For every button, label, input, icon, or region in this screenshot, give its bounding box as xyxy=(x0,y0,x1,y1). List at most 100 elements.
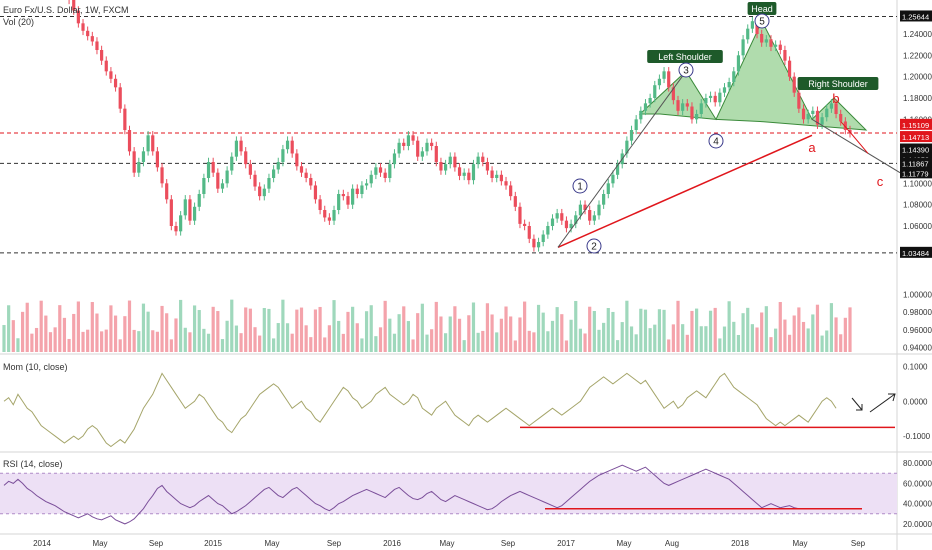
volume-bar xyxy=(109,305,113,352)
head-and-shoulders-pattern xyxy=(638,20,868,131)
volume-bar xyxy=(355,323,359,352)
volume-bar xyxy=(86,329,90,352)
candle-body xyxy=(457,167,462,176)
candle-body xyxy=(653,85,657,98)
candle-body xyxy=(453,156,457,168)
volume-bar xyxy=(471,302,476,352)
candle-body xyxy=(81,23,85,31)
volume-bar xyxy=(783,319,787,352)
level-badge-label: 1.03484 xyxy=(902,249,929,258)
candle-body xyxy=(151,135,155,152)
volume-bar xyxy=(123,316,127,352)
candle-body xyxy=(560,213,564,221)
candle-body xyxy=(416,140,420,157)
candle-body xyxy=(146,135,150,152)
volume-bar xyxy=(378,327,383,352)
wave-point-label: 5 xyxy=(759,17,765,28)
volume-bar xyxy=(220,339,225,352)
candle-body xyxy=(430,142,434,146)
volume-bar xyxy=(374,336,378,352)
candle-body xyxy=(230,156,234,171)
volume-bar xyxy=(11,320,15,352)
rsi-tick-label: 40.0000 xyxy=(903,500,932,509)
volume-bar xyxy=(234,325,239,352)
volume-bar xyxy=(834,317,838,352)
volume-bar xyxy=(509,316,513,352)
volume-bar xyxy=(811,314,815,352)
candle-body xyxy=(629,130,634,141)
volume-bar xyxy=(560,314,564,352)
candle-body xyxy=(634,119,638,130)
volume-bar xyxy=(90,302,94,352)
time-tick-label: 2014 xyxy=(33,539,51,548)
volume-bar xyxy=(453,306,457,352)
candle-body xyxy=(420,151,424,157)
candle-body xyxy=(323,210,327,218)
candle-body xyxy=(100,50,104,61)
rsi-legend[interactable]: RSI (14, close) xyxy=(3,459,63,469)
volume-bar xyxy=(337,320,341,352)
candle-body xyxy=(439,162,443,171)
time-tick-label: Sep xyxy=(149,539,164,548)
wave-point-label: 1 xyxy=(577,182,583,193)
candle-body xyxy=(225,170,229,184)
volume-bar xyxy=(443,333,448,352)
wave-point-circle xyxy=(572,178,588,194)
level-badge-label: 1.25644 xyxy=(902,12,929,21)
candle-body xyxy=(248,164,252,175)
candle-body xyxy=(690,106,694,120)
volume-bar xyxy=(536,304,541,352)
price-tick-label: 1.18000 xyxy=(903,94,932,103)
candle-body xyxy=(109,71,113,79)
candle-body xyxy=(787,60,792,77)
volume-bar xyxy=(44,315,48,352)
volume-bar xyxy=(416,313,420,352)
right-shoulder-label: Right Shoulder xyxy=(808,79,868,89)
volume-bar xyxy=(383,300,387,352)
volume-bar xyxy=(671,324,675,352)
candle-body xyxy=(360,185,364,194)
time-tick-label: Sep xyxy=(327,539,342,548)
volume-bar xyxy=(174,318,178,352)
head-label: Head xyxy=(751,4,773,14)
volume-legend[interactable]: Vol (20) xyxy=(3,17,35,27)
volume-bar xyxy=(95,313,99,352)
candle-body xyxy=(113,78,118,88)
time-tick-label: 2018 xyxy=(731,539,749,548)
candle-body xyxy=(741,39,745,56)
pattern-labels: Left Shoulder Head Right Shoulder 1 2 3 4 5 a b c xyxy=(572,2,884,254)
volume-bar xyxy=(448,316,452,352)
candle-body xyxy=(155,151,159,168)
volume-bar xyxy=(513,340,517,352)
candle-body xyxy=(206,162,211,178)
momentum-legend[interactable]: Mom (10, close) xyxy=(3,362,68,372)
volume-bar xyxy=(708,310,713,352)
candle-body xyxy=(509,185,513,197)
volume-bar xyxy=(564,340,569,352)
candle-body xyxy=(86,30,90,37)
volume-bar xyxy=(634,334,638,352)
candle-body xyxy=(797,92,801,109)
volume-bar xyxy=(736,334,741,352)
candle-body xyxy=(202,178,206,194)
candle-body xyxy=(708,95,713,98)
upper-channel-line xyxy=(557,71,687,248)
level-badge-label: 1.15109 xyxy=(902,121,929,130)
wave-point-circle xyxy=(678,62,694,78)
candle-body xyxy=(615,164,620,175)
candle-body xyxy=(778,44,782,50)
candle-body xyxy=(843,121,847,130)
candle-body xyxy=(141,151,146,162)
candle-body xyxy=(578,204,582,216)
volume-bar xyxy=(792,315,796,352)
volume-bar xyxy=(216,311,220,352)
volume-bar xyxy=(425,334,429,352)
volume-bar xyxy=(230,299,234,352)
candle-body xyxy=(611,174,615,184)
candle-body xyxy=(137,162,141,173)
price-tick-label: 1.24000 xyxy=(903,30,932,39)
volume-bar xyxy=(685,334,689,352)
symbol-title[interactable]: Euro Fx/U.S. Dollar, 1W, FXCM xyxy=(3,5,129,15)
candle-body xyxy=(764,39,768,43)
